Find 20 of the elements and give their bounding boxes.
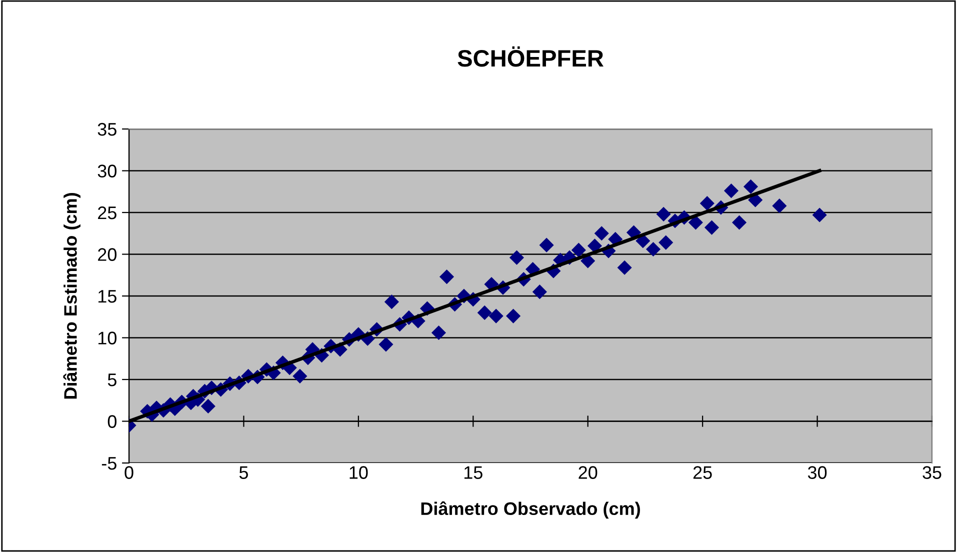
x-axis-title: Diâmetro Observado (cm) — [421, 501, 640, 519]
x-tick-label: 0 — [124, 466, 134, 479]
y-tick-label: 25 — [98, 206, 116, 220]
chart-title: SCHÖEPFER — [458, 46, 604, 67]
y-tick-label: 5 — [108, 374, 116, 386]
x-tick-label: 35 — [922, 466, 942, 479]
y-tick-label: 20 — [98, 248, 116, 261]
y-tick-label: -5 — [102, 457, 116, 470]
x-tick-label: 15 — [464, 466, 482, 479]
y-tick-label: 15 — [98, 290, 116, 303]
x-tick-label: 25 — [693, 466, 712, 479]
x-tick-label: 5 — [239, 466, 248, 479]
y-tick-label: 10 — [98, 332, 116, 344]
x-tick-label: 30 — [808, 466, 827, 479]
y-tick-label: 30 — [98, 164, 116, 178]
x-tick-label: 20 — [578, 466, 598, 479]
y-tick-label: 0 — [108, 415, 116, 428]
x-tick-label: 10 — [350, 466, 368, 479]
y-tick-label: 35 — [98, 122, 116, 136]
y-axis-title: Diâmetro Estimado (cm) — [63, 193, 80, 399]
